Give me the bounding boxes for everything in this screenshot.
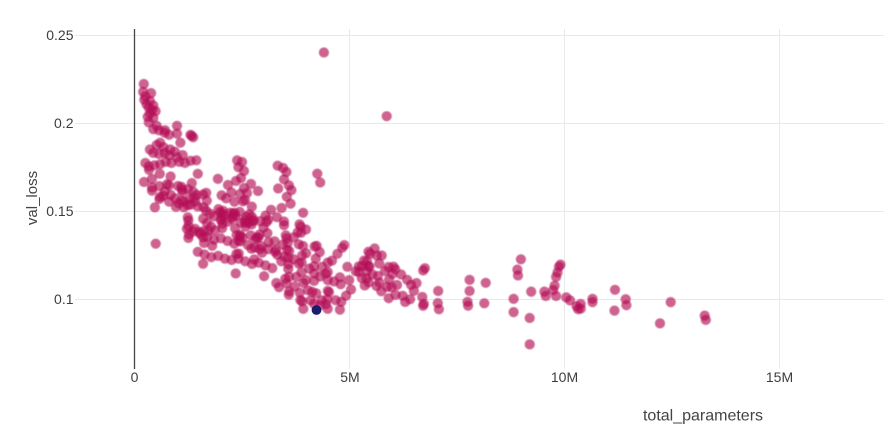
svg-text:5M: 5M [340,369,359,385]
svg-text:15M: 15M [766,369,793,385]
svg-text:0: 0 [131,369,139,385]
svg-text:val_loss: val_loss [24,171,41,225]
svg-text:0.1: 0.1 [54,291,74,307]
svg-text:10M: 10M [551,369,578,385]
svg-text:0.25: 0.25 [46,27,73,43]
svg-text:0.15: 0.15 [46,203,73,219]
svg-text:total_parameters: total_parameters [643,408,763,425]
svg-text:0.2: 0.2 [54,115,74,131]
